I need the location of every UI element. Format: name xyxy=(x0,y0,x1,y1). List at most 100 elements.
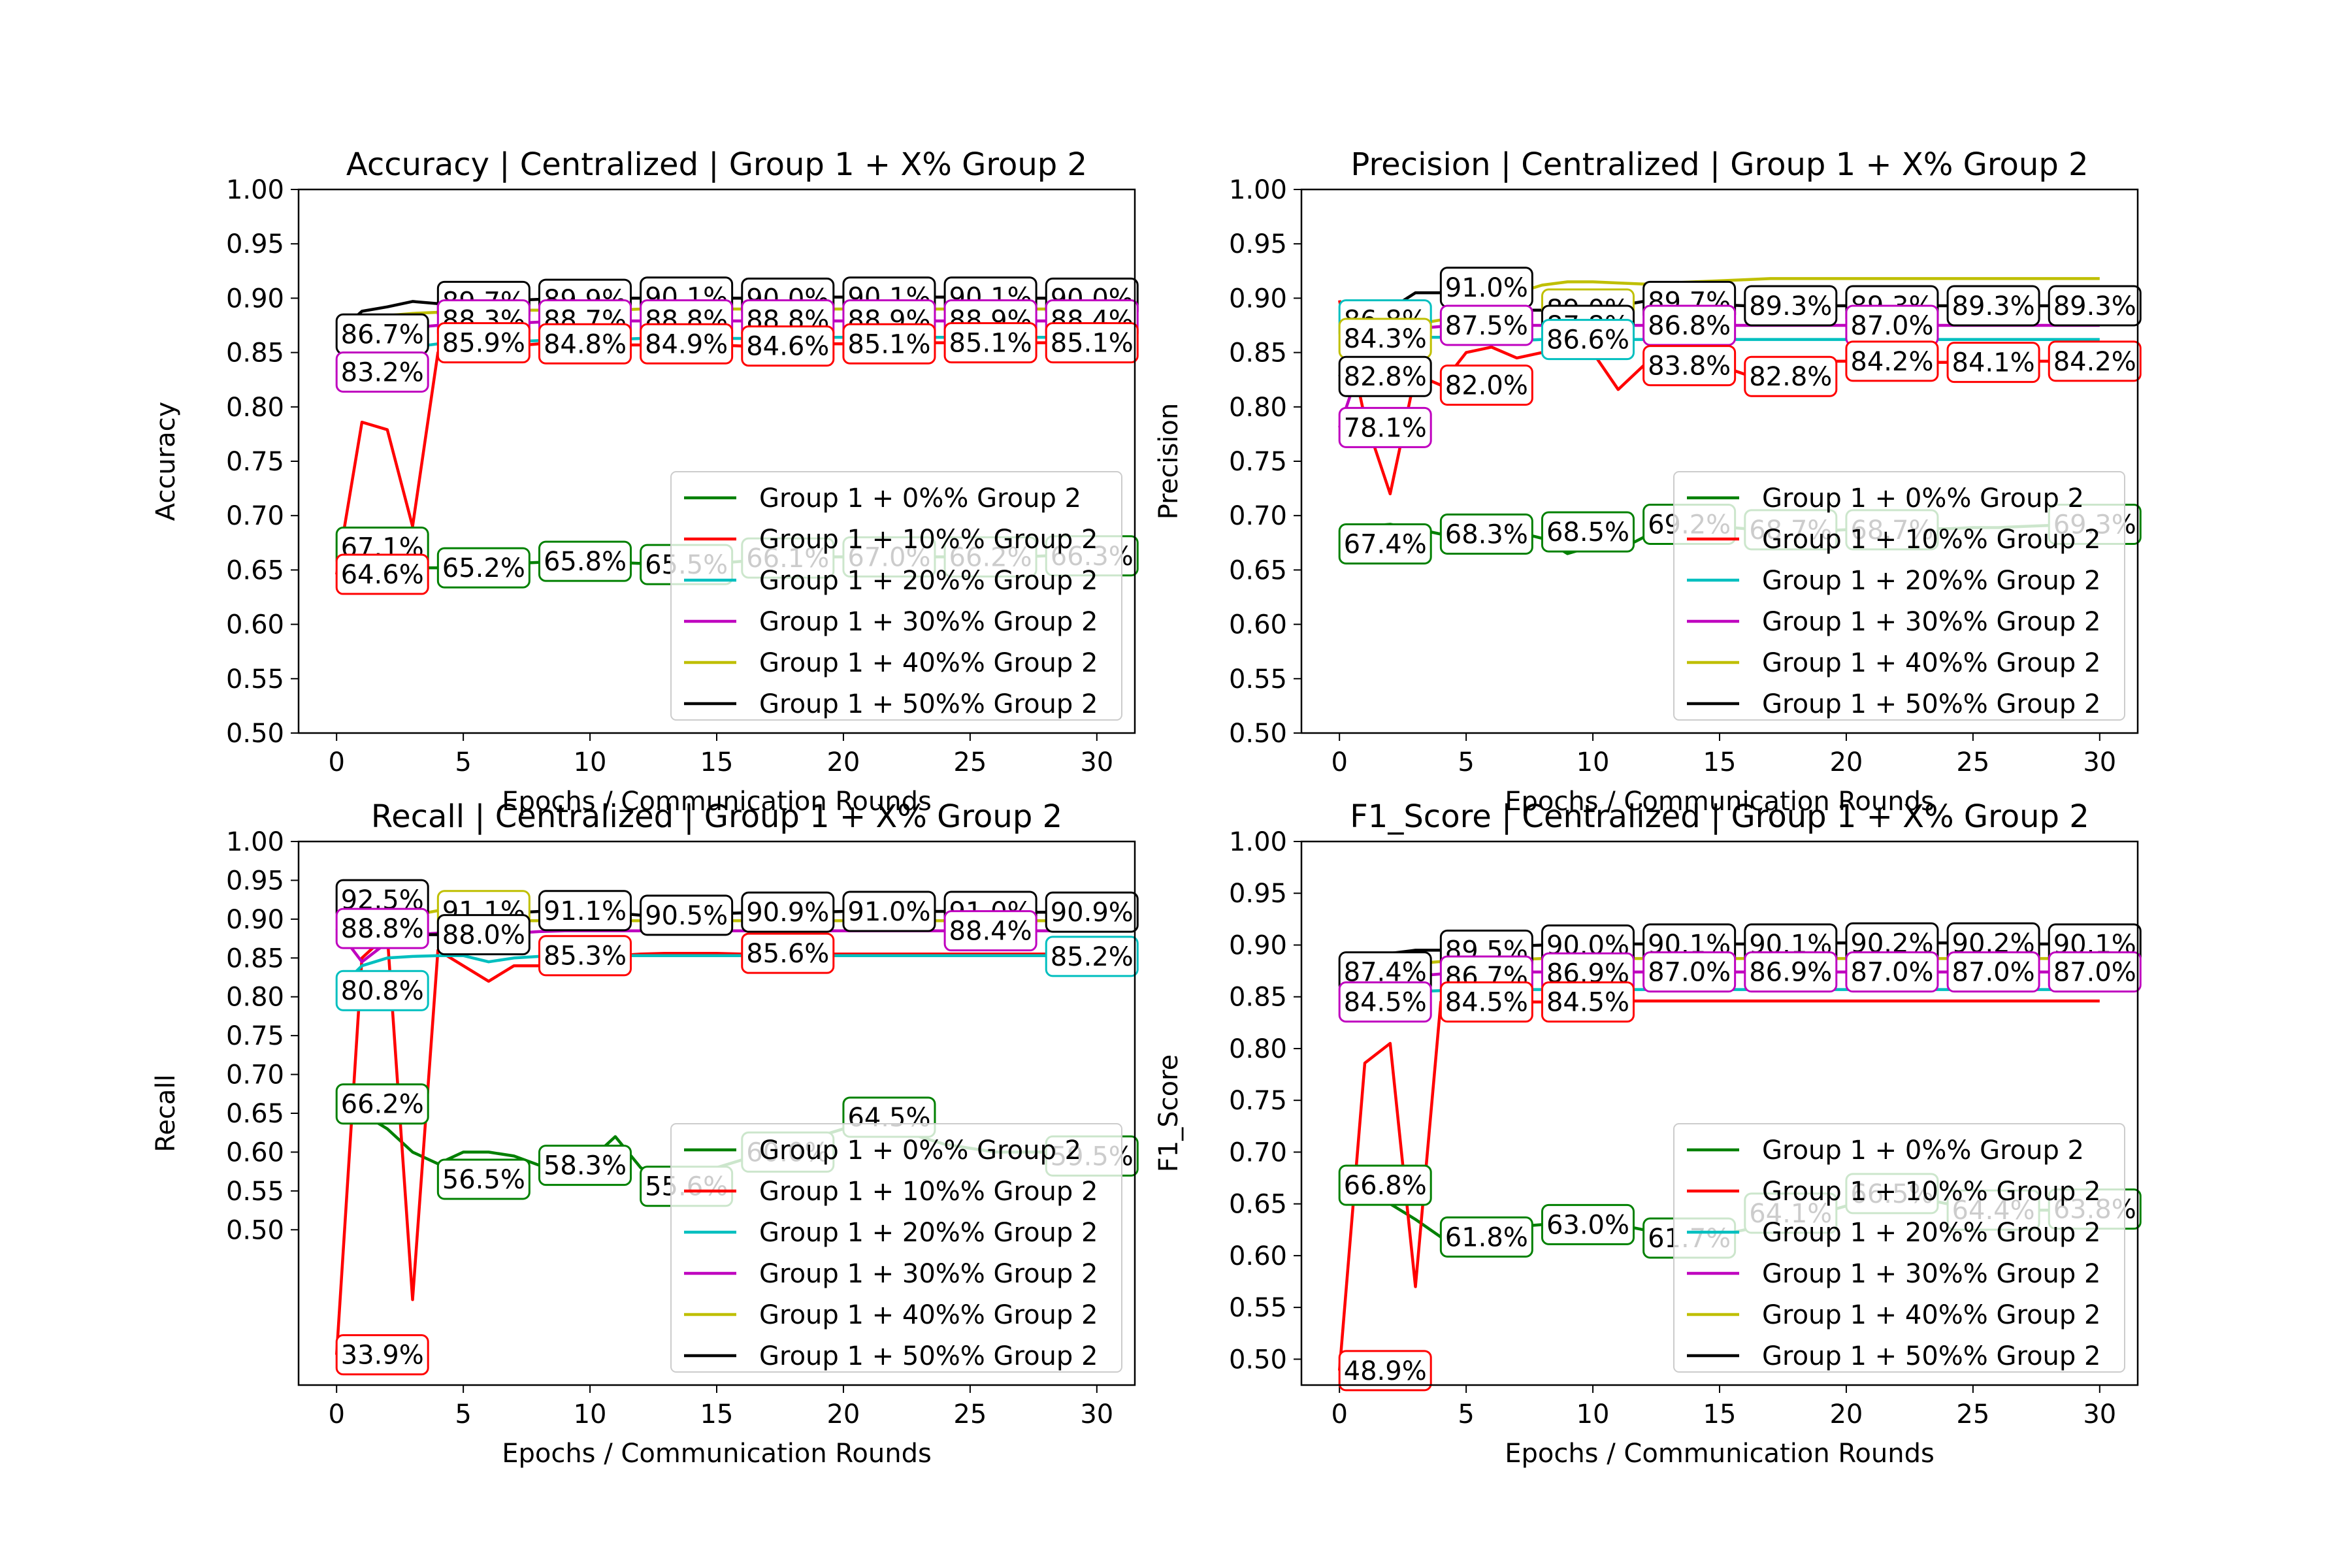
data-label: 85.2% xyxy=(1045,936,1139,977)
data-label-box xyxy=(1946,285,2040,327)
data-label-box xyxy=(335,1334,429,1376)
data-label-text: 87.5% xyxy=(1445,311,1528,341)
data-label-text: 86.7% xyxy=(341,319,424,350)
data-label-text: 82.8% xyxy=(1344,362,1427,392)
data-label: 91.0% xyxy=(842,890,936,932)
data-label-text: 82.8% xyxy=(1749,362,1832,392)
data-label-text: 85.1% xyxy=(949,329,1032,359)
data-label-box xyxy=(2048,951,2142,993)
data-label-box xyxy=(335,907,429,949)
data-label-box xyxy=(1541,1203,1635,1245)
legend-label: Group 1 + 30%% Group 2 xyxy=(759,607,1098,637)
recall-chart: Recall | Centralized | Group 1 + X% Grou… xyxy=(151,798,1139,1469)
data-label-text: 90.5% xyxy=(645,901,728,931)
x-axis-label: Epochs / Communication Rounds xyxy=(502,1439,932,1469)
data-label: 86.9% xyxy=(1744,951,1838,993)
legend-label: Group 1 + 0%% Group 2 xyxy=(1762,1135,2084,1166)
x-tick-label: 30 xyxy=(2083,1399,2116,1429)
legend-label: Group 1 + 40%% Group 2 xyxy=(759,648,1098,678)
data-label-box xyxy=(335,351,429,393)
plot-frame xyxy=(1300,188,2139,734)
y-tick-label: 0.85 xyxy=(1229,983,1287,1013)
x-tick-label: 10 xyxy=(1576,747,1610,777)
data-label-box xyxy=(1845,951,1939,993)
y-tick-label: 0.95 xyxy=(226,866,284,896)
data-label-box xyxy=(436,547,531,589)
y-tick-label: 0.90 xyxy=(1229,930,1287,960)
data-label-box xyxy=(1439,1216,1533,1258)
x-tick-label: 15 xyxy=(700,747,734,777)
y-tick-label: 0.50 xyxy=(1229,719,1287,749)
data-label-text: 61.8% xyxy=(1445,1222,1528,1252)
x-tick-label: 15 xyxy=(1703,747,1737,777)
data-label-box xyxy=(1338,1350,1432,1392)
data-label: 84.6% xyxy=(741,325,835,367)
data-label-text: 86.8% xyxy=(1648,311,1731,341)
data-label-box xyxy=(1541,319,1635,361)
data-label-text: 85.2% xyxy=(1051,942,1134,972)
y-tick-label: 1.00 xyxy=(226,827,284,857)
data-label-text: 85.6% xyxy=(746,939,829,969)
x-tick-label: 30 xyxy=(1080,1399,1113,1429)
y-tick-label: 0.65 xyxy=(1229,555,1287,585)
data-label: 84.5% xyxy=(1541,981,1635,1023)
legend: Group 1 + 0%% Group 2 Group 1 + 10%% Grou… xyxy=(1673,471,2125,721)
legend: Group 1 + 0%% Group 2 Group 1 + 10%% Grou… xyxy=(670,1123,1122,1373)
y-tick-label: 0.60 xyxy=(1229,1241,1287,1271)
data-label-box xyxy=(436,322,531,364)
data-label-text: 84.5% xyxy=(1344,988,1427,1018)
data-label: 66.2% xyxy=(335,1083,429,1125)
y-tick-label: 0.80 xyxy=(226,983,284,1013)
data-label-text: 66.2% xyxy=(341,1090,424,1120)
data-label-box xyxy=(1045,891,1139,933)
data-label: 89.3% xyxy=(2048,285,2142,327)
data-label: 78.1% xyxy=(1338,406,1432,448)
data-label: 87.0% xyxy=(1845,951,1939,993)
x-tick-label: 20 xyxy=(1829,1399,1863,1429)
data-label: 85.1% xyxy=(842,323,936,365)
legend-box xyxy=(670,1123,1122,1373)
data-label: 87.0% xyxy=(1845,304,1939,346)
legend-label: Group 1 + 20%% Group 2 xyxy=(1762,1218,2100,1248)
data-label-box xyxy=(640,323,734,365)
data-label-text: 84.9% xyxy=(645,329,728,359)
data-label: 86.7% xyxy=(335,313,429,355)
x-tick-label: 5 xyxy=(1458,1399,1474,1429)
x-tick-label: 5 xyxy=(455,1399,471,1429)
data-label: 82.0% xyxy=(1439,365,1533,406)
data-label: 84.8% xyxy=(538,323,632,365)
data-label-text: 80.8% xyxy=(341,976,424,1006)
data-label-text: 82.0% xyxy=(1445,371,1528,401)
x-tick-label: 20 xyxy=(826,1399,860,1429)
data-label-box xyxy=(1744,951,1838,993)
x-tick-label: 0 xyxy=(328,1399,344,1429)
y-tick-label: 0.85 xyxy=(1229,338,1287,368)
x-tick-label: 0 xyxy=(1331,747,1347,777)
data-label-box xyxy=(1541,981,1635,1023)
y-tick-label: 0.85 xyxy=(226,943,284,973)
data-label-text: 58.3% xyxy=(544,1151,627,1181)
y-tick-label: 0.75 xyxy=(226,447,284,477)
data-label-text: 90.9% xyxy=(1051,898,1134,928)
x-tick-label: 10 xyxy=(574,1399,607,1429)
data-label-text: 84.2% xyxy=(2053,347,2136,377)
data-label-box xyxy=(1045,936,1139,977)
y-tick-label: 0.70 xyxy=(226,1060,284,1090)
data-label-text: 85.3% xyxy=(544,941,627,972)
x-tick-label: 25 xyxy=(1956,1399,1989,1429)
data-label: 86.8% xyxy=(1642,304,1737,346)
y-tick-label: 1.00 xyxy=(1229,175,1287,205)
data-label: 66.8% xyxy=(1338,1164,1432,1206)
data-label-box xyxy=(335,1083,429,1125)
y-tick-label: 0.55 xyxy=(1229,1293,1287,1323)
y-tick-label: 0.75 xyxy=(226,1021,284,1051)
data-label-text: 89.3% xyxy=(2053,291,2136,321)
data-label-text: 91.1% xyxy=(544,896,627,926)
legend-box xyxy=(1673,471,2125,721)
y-tick-label: 1.00 xyxy=(1229,827,1287,857)
legend-label: Group 1 + 50%% Group 2 xyxy=(759,689,1098,719)
data-label: 85.9% xyxy=(436,322,531,364)
x-tick-label: 30 xyxy=(2083,747,2116,777)
data-label-text: 91.0% xyxy=(1445,273,1528,303)
